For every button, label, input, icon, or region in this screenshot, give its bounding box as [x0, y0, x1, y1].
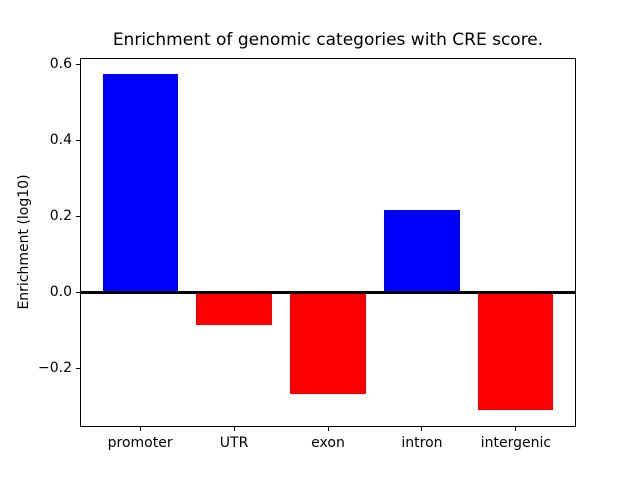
bar-intergenic: [478, 292, 554, 410]
x-tick-label-exon: exon: [311, 435, 345, 451]
y-tick-mark: [76, 367, 80, 369]
x-tick-label-intergenic: intergenic: [480, 435, 552, 451]
x-tick-label-promoter: promoter: [107, 435, 173, 451]
y-tick-label: 0.6: [49, 56, 72, 73]
y-tick-label: −0.2: [38, 360, 72, 377]
y-tick-label: 0.0: [49, 284, 72, 301]
x-tick-mark: [327, 427, 329, 431]
zero-line: [80, 290, 576, 294]
x-tick-label-intron: intron: [401, 435, 443, 451]
bar-intron: [384, 210, 460, 293]
x-tick-mark: [421, 427, 423, 431]
bar-exon: [290, 292, 366, 395]
x-tick-mark: [515, 427, 517, 431]
bar-promoter: [102, 73, 178, 293]
x-tick-mark: [233, 427, 235, 431]
chart-title: Enrichment of genomic categories with CR…: [112, 30, 544, 50]
y-tick-mark: [76, 215, 80, 217]
y-tick-label: 0.4: [49, 132, 72, 149]
x-tick-mark: [139, 427, 141, 431]
y-tick-mark: [76, 63, 80, 65]
x-tick-label-UTR: UTR: [219, 435, 249, 451]
y-tick-label: 0.2: [49, 208, 72, 225]
y-tick-mark: [76, 291, 80, 293]
bar-UTR: [196, 292, 272, 326]
y-tick-mark: [76, 139, 80, 141]
